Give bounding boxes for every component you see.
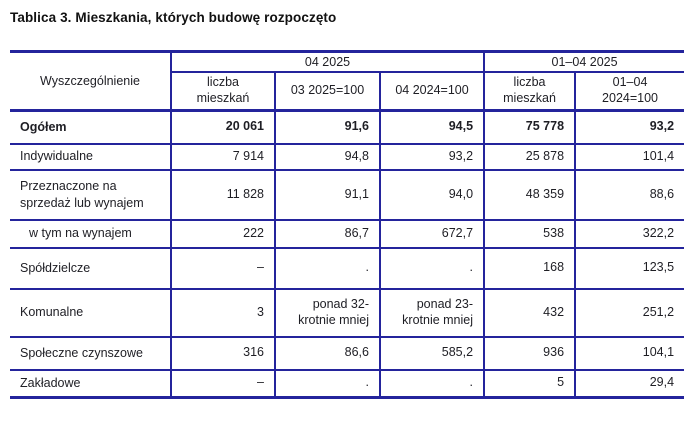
table-body: Ogółem 20 061 91,6 94,5 75 778 93,2 Indy… <box>10 110 685 398</box>
value-cell: 101,4 <box>574 143 685 170</box>
table-row-ogolem: Ogółem 20 061 91,6 94,5 75 778 93,2 <box>10 110 685 144</box>
dwellings-started-table: Wyszczególnienie 04 2025 01–04 2025 licz… <box>10 50 685 399</box>
row-label: w tym na wynajem <box>29 226 132 241</box>
value-cell: 222 <box>170 219 275 248</box>
row-label: Przeznaczone na sprzedaż lub wynajem <box>20 179 144 210</box>
value-cell: 3 <box>170 288 275 337</box>
value-cell: 91,1 <box>274 169 380 220</box>
value-cell: 91,6 <box>274 110 380 144</box>
table-row-przeznaczone-na-sprzedaz: Przeznaczone na sprzedaż lub wynajem 11 … <box>10 169 685 220</box>
subheader-dwellings-count-cumulative: liczba mieszkań <box>483 71 576 111</box>
value-cell: 94,5 <box>378 110 485 144</box>
table-row-komunalne: Komunalne 3 ponad 32- krotnie mniej pona… <box>10 288 685 337</box>
stub-header: Wyszczególnienie <box>40 74 140 88</box>
row-label: Spółdzielcze <box>20 260 91 275</box>
row-label: Zakładowe <box>20 376 81 391</box>
header-group-row: Wyszczególnienie 04 2025 01–04 2025 <box>10 51 685 88</box>
value-cell: ponad 32- krotnie mniej <box>274 288 380 337</box>
value-cell: ponad 23- krotnie mniej <box>378 288 485 337</box>
value-cell: 316 <box>170 336 275 370</box>
value-cell: 93,2 <box>378 143 485 170</box>
table-row-spoleczne-czynszowe: Społeczne czynszowe 316 86,6 585,2 936 1… <box>10 336 685 370</box>
value-cell: 168 <box>483 247 576 289</box>
value-cell: 86,6 <box>274 336 380 370</box>
value-cell: 75 778 <box>483 110 576 144</box>
row-label: Ogółem <box>20 120 67 135</box>
value-cell: 5 <box>483 369 576 398</box>
value-cell: – <box>170 369 275 398</box>
value-cell: . <box>378 369 485 398</box>
value-cell: 322,2 <box>574 219 685 248</box>
value-cell: 251,2 <box>574 288 685 337</box>
row-label: Komunalne <box>20 305 84 320</box>
value-cell: 29,4 <box>574 369 685 398</box>
value-cell: – <box>170 247 275 289</box>
value-cell: 11 828 <box>170 169 275 220</box>
subheader-prev-month-index: 03 2025=100 <box>274 71 380 111</box>
row-label: Indywidualne <box>20 149 93 164</box>
value-cell: . <box>274 247 380 289</box>
value-cell: 936 <box>483 336 576 370</box>
subheader-dwellings-count-month: liczba mieszkań <box>170 71 275 111</box>
value-cell: 104,1 <box>574 336 685 370</box>
column-group-current-month: 04 2025 <box>169 51 485 72</box>
table-header: Wyszczególnienie 04 2025 01–04 2025 licz… <box>10 51 685 111</box>
table-row-indywidualne: Indywidualne 7 914 94,8 93,2 25 878 101,… <box>10 143 685 170</box>
table-row-zakladowe: Zakładowe – . . 5 29,4 <box>10 369 685 398</box>
value-cell: . <box>274 369 380 398</box>
table-row-w-tym-na-wynajem: w tym na wynajem 222 86,7 672,7 538 322,… <box>10 219 685 248</box>
value-cell: 585,2 <box>378 336 485 370</box>
column-group-cumulative: 01–04 2025 <box>483 51 685 72</box>
value-cell: 432 <box>483 288 576 337</box>
value-cell: 93,2 <box>574 110 685 144</box>
page-title: Tablica 3. Mieszkania, których budowę ro… <box>10 10 337 25</box>
value-cell: 94,8 <box>274 143 380 170</box>
value-cell: 25 878 <box>483 143 576 170</box>
row-label: Społeczne czynszowe <box>20 345 143 360</box>
value-cell: 48 359 <box>483 169 576 220</box>
value-cell: 86,7 <box>274 219 380 248</box>
value-cell: 20 061 <box>170 110 275 144</box>
table-row-spoldzielcze: Spółdzielcze – . . 168 123,5 <box>10 247 685 289</box>
value-cell: . <box>378 247 485 289</box>
subheader-prev-year-month-index: 04 2024=100 <box>378 71 485 111</box>
value-cell: 88,6 <box>574 169 685 220</box>
header-sub-row: liczba mieszkań 03 2025=100 04 2024=100 … <box>10 71 685 111</box>
subheader-prev-year-cumulative-index: 01–04 2024=100 <box>574 71 685 111</box>
value-cell: 123,5 <box>574 247 685 289</box>
value-cell: 672,7 <box>378 219 485 248</box>
value-cell: 94,0 <box>378 169 485 220</box>
value-cell: 538 <box>483 219 576 248</box>
value-cell: 7 914 <box>170 143 275 170</box>
